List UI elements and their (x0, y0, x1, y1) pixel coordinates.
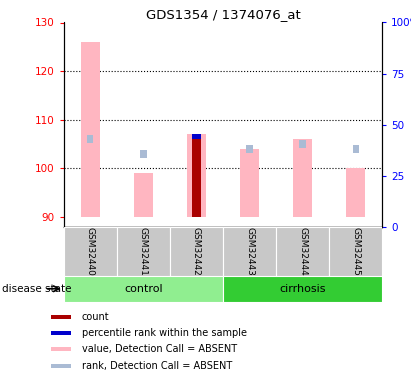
Bar (192, 139, 201, 217)
Bar (140, 150, 147, 158)
Text: GSM32441: GSM32441 (139, 227, 148, 276)
Text: GSM32440: GSM32440 (86, 227, 95, 276)
Text: rank, Detection Call = ABSENT: rank, Detection Call = ABSENT (82, 361, 232, 371)
Bar (187, 134, 206, 217)
Text: control: control (124, 284, 163, 294)
Text: GSM32442: GSM32442 (192, 227, 201, 276)
Bar (51, 331, 71, 335)
Bar (353, 145, 359, 153)
Bar (117, 227, 170, 276)
Bar (240, 149, 259, 217)
Bar (193, 135, 200, 143)
Bar (64, 227, 117, 276)
Bar (51, 315, 71, 318)
Bar (300, 140, 306, 148)
Bar (276, 227, 329, 276)
Text: count: count (82, 312, 109, 322)
Text: GSM32443: GSM32443 (245, 227, 254, 276)
Text: percentile rank within the sample: percentile rank within the sample (82, 328, 247, 338)
Bar (246, 145, 253, 153)
Bar (64, 276, 223, 302)
Text: value, Detection Call = ABSENT: value, Detection Call = ABSENT (82, 344, 237, 354)
Text: GSM32444: GSM32444 (298, 227, 307, 276)
Bar (81, 42, 99, 217)
Text: cirrhosis: cirrhosis (279, 284, 326, 294)
Bar (346, 168, 365, 217)
Title: GDS1354 / 1374076_at: GDS1354 / 1374076_at (145, 8, 300, 21)
Bar (293, 139, 312, 217)
Text: disease state: disease state (2, 284, 72, 294)
Bar (51, 364, 71, 368)
Bar (134, 173, 152, 217)
Bar (192, 134, 201, 139)
Text: GSM32445: GSM32445 (351, 227, 360, 276)
Bar (223, 276, 382, 302)
Bar (329, 227, 382, 276)
Bar (170, 227, 223, 276)
Bar (87, 135, 93, 143)
Bar (51, 347, 71, 351)
Bar (223, 227, 276, 276)
